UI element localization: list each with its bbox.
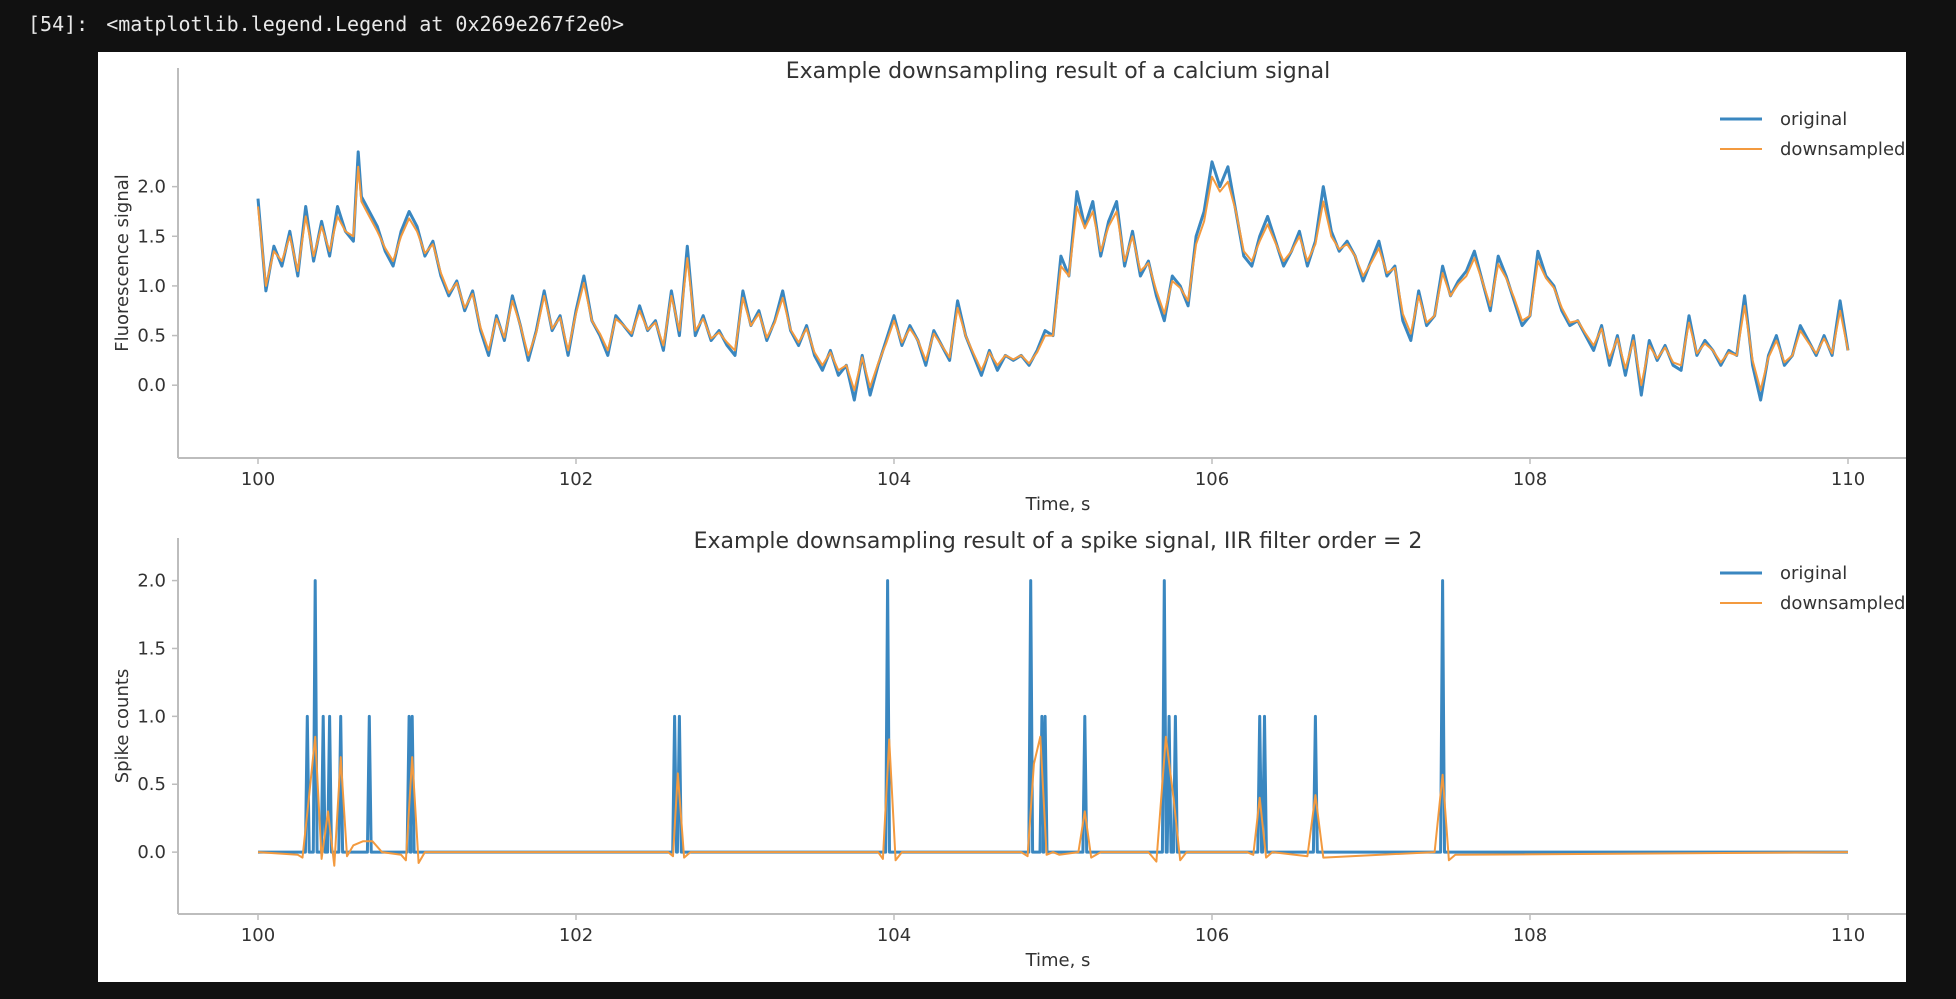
y-tick-label: 1.5	[137, 226, 166, 247]
y-tick-label: 2.0	[137, 571, 166, 592]
series-line-original	[258, 579, 1848, 854]
x-tick-label: 108	[1513, 469, 1547, 490]
x-tick-label: 110	[1831, 925, 1865, 946]
legend-label-downsampled: downsampled	[1780, 139, 1905, 160]
legend-label-downsampled: downsampled	[1780, 593, 1905, 614]
x-tick-label: 102	[559, 469, 593, 490]
y-axis-label: Fluorescence signal	[112, 174, 133, 352]
y-tick-label: 1.0	[137, 706, 166, 727]
execution-count: [54]:	[28, 12, 89, 36]
x-tick-label: 104	[877, 469, 911, 490]
x-tick-label: 106	[1195, 469, 1229, 490]
y-tick-label: 1.5	[137, 638, 166, 659]
cell-output-line: [54]: <matplotlib.legend.Legend at 0x269e…	[28, 12, 624, 36]
chart-title: Example downsampling result of a spike s…	[694, 529, 1423, 554]
y-tick-label: 0.5	[137, 326, 166, 347]
x-tick-label: 102	[559, 925, 593, 946]
x-tick-label: 106	[1195, 925, 1229, 946]
figure-output: 0.0 0.5 1.0 1.5 2.0 100 102 104 106 108 110 Example…	[98, 52, 1938, 982]
y-tick-label: 2.0	[137, 177, 166, 198]
legend-label-original: original	[1780, 563, 1847, 584]
calcium-plot: 0.0 0.5 1.0 1.5 2.0 100 102 104 106 108 110 Example…	[112, 59, 1938, 515]
x-tick-label: 108	[1513, 925, 1547, 946]
y-tick-label: 0.5	[137, 774, 166, 795]
x-tick-label: 100	[241, 925, 275, 946]
x-tick-label: 100	[241, 469, 275, 490]
y-axis-label: Spike counts	[112, 669, 133, 784]
series-line-downsampled	[257, 165, 1849, 392]
figure-canvas: 0.0 0.5 1.0 1.5 2.0 100 102 104 106 108 110 Example…	[112, 59, 1938, 971]
series-line-original	[256, 150, 1850, 402]
x-axis-label: Time, s	[1025, 950, 1091, 971]
chart-title: Example downsampling result of a calcium…	[786, 59, 1331, 84]
spike-plot: 0.0 0.5 1.0 1.5 2.0 100 102 104 106 108 110 Example…	[112, 529, 1938, 971]
x-tick-label: 104	[877, 925, 911, 946]
x-tick-label: 110	[1831, 469, 1865, 490]
y-tick-label: 0.0	[137, 842, 166, 863]
series-line-downsampled	[257, 735, 1849, 867]
output-repr-text: <matplotlib.legend.Legend at 0x269e267f2…	[106, 12, 624, 36]
y-tick-label: 1.0	[137, 276, 166, 297]
y-tick-label: 0.0	[137, 375, 166, 396]
legend-label-original: original	[1780, 109, 1847, 130]
x-axis-label: Time, s	[1025, 494, 1091, 515]
